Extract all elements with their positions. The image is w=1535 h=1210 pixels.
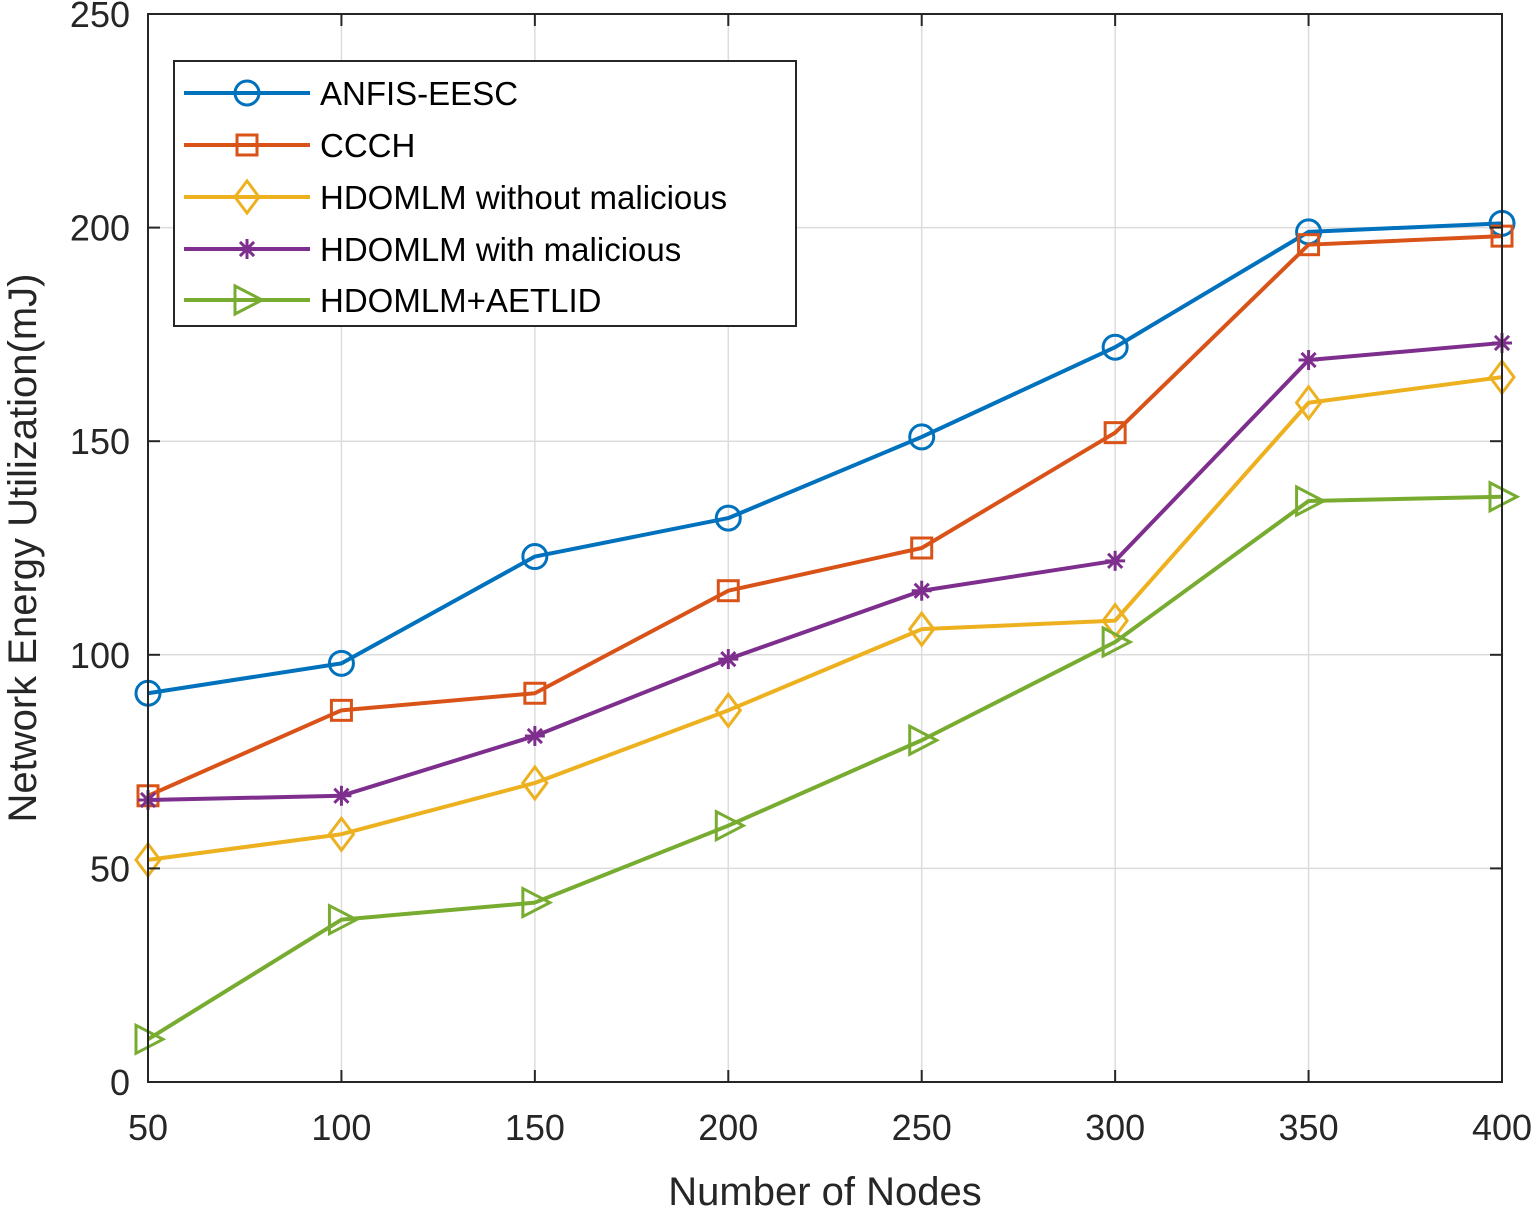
data-point [911, 580, 932, 601]
series-hdomlm-without-malicious [134, 358, 1516, 879]
data-point [910, 536, 934, 560]
data-point [329, 698, 353, 722]
y-tick-label: 100 [70, 635, 130, 676]
x-tick-label: 350 [1279, 1107, 1339, 1148]
series-anfis-eesc [134, 209, 1516, 707]
data-point [1298, 350, 1319, 371]
y-tick-label: 200 [70, 208, 130, 249]
legend: ANFIS-EESC CCCH HDOMLM without malicious HD… [173, 60, 797, 327]
data-point [714, 504, 742, 532]
x-tick-label: 50 [128, 1107, 168, 1148]
series-line [146, 494, 1503, 1041]
y-tick-label: 250 [70, 0, 130, 35]
data-point [524, 725, 545, 746]
legend-entry: HDOMLM without malicious [184, 178, 727, 216]
data-point [331, 785, 352, 806]
x-tick-label: 250 [892, 1107, 952, 1148]
legend-box [173, 60, 797, 327]
data-point [714, 691, 743, 729]
x-tick-labels: 50 100 150 200 250 300 350 400 [128, 1107, 1532, 1148]
y-tick-label: 150 [70, 421, 130, 462]
data-point [521, 886, 554, 920]
data-point [1103, 421, 1127, 445]
legend-marker [235, 133, 259, 157]
data-point [908, 723, 940, 757]
x-tick-label: 200 [698, 1107, 758, 1148]
series-line [147, 340, 1503, 803]
x-axis-title: Number of Nodes [668, 1170, 981, 1210]
legend-label: ANFIS-EESC [320, 75, 518, 112]
y-tick-labels: 0 50 100 150 200 250 [70, 0, 130, 1103]
x-tick-label: 150 [505, 1107, 565, 1148]
series-layer [134, 209, 1521, 1056]
data-point [908, 423, 936, 451]
legend-entry: ANFIS-EESC [184, 75, 518, 112]
data-point [520, 764, 549, 802]
axis-ticks [147, 13, 1503, 1083]
legend-marker [233, 283, 266, 317]
data-point [718, 649, 739, 670]
legend-label: CCCH [320, 127, 415, 164]
data-point [716, 579, 740, 603]
data-point [523, 681, 547, 705]
legend-entry: HDOMLM+AETLID [184, 282, 601, 319]
data-point [1105, 550, 1126, 571]
x-tick-label: 400 [1472, 1107, 1532, 1148]
data-point [1295, 484, 1327, 518]
data-point [1297, 233, 1321, 257]
data-point [1101, 602, 1130, 640]
x-tick-label: 100 [311, 1107, 371, 1148]
y-axis-title: Network Energy Utilization(mJ) [1, 273, 45, 822]
series-line [147, 234, 1503, 798]
y-tick-label: 50 [90, 848, 130, 889]
data-point [1101, 625, 1134, 659]
data-point [134, 1022, 167, 1056]
legend-marker [233, 178, 261, 216]
data-point [327, 903, 360, 937]
y-tick-label: 0 [110, 1062, 130, 1103]
data-point [1294, 384, 1323, 422]
data-point [327, 815, 356, 853]
legend-marker [233, 79, 261, 107]
legend-label: HDOMLM with malicious [320, 231, 681, 268]
x-tick-label: 300 [1085, 1107, 1145, 1148]
legend-label: HDOMLM without malicious [320, 179, 727, 216]
plot-frame [147, 13, 1503, 1083]
legend-marker [237, 239, 257, 259]
legend-label: HDOMLM+AETLID [320, 282, 601, 319]
legend-entry: CCCH [184, 127, 415, 164]
legend-entry: HDOMLM with malicious [184, 231, 681, 268]
data-point [714, 809, 747, 843]
series-line [147, 221, 1503, 696]
series-hdomlm-aetlid [134, 480, 1521, 1056]
data-point [907, 610, 936, 648]
data-point [1488, 480, 1521, 514]
data-point [521, 543, 549, 571]
data-point [1101, 333, 1129, 361]
series-line [147, 375, 1503, 862]
data-point [327, 649, 355, 677]
